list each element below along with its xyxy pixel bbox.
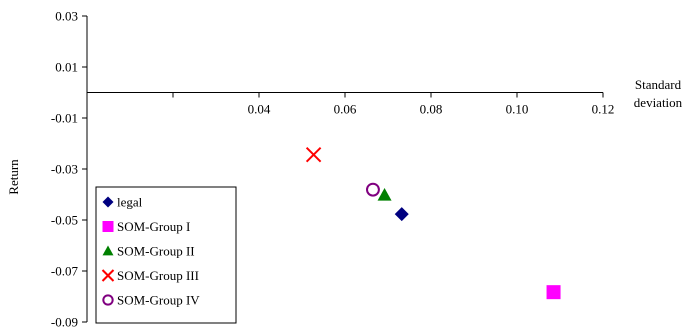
- y-tick-label: -0.03: [51, 162, 78, 177]
- x-axis-title-line2: deviation: [634, 95, 683, 110]
- point-som-group-ii: [377, 188, 392, 201]
- legend-marker-som-group-iii-stroke-b: [101, 269, 115, 282]
- legend: legal SOM-Group I SOM-Group II SOM-Group II…: [95, 186, 237, 324]
- legend-label-som-group-iv: SOM-Group IV: [117, 293, 200, 308]
- legend-label-som-group-iii: SOM-Group III: [117, 268, 199, 283]
- point-legal: [394, 207, 409, 222]
- point-som-group-iii: [305, 147, 322, 163]
- x-axis-title-line1: Standard: [635, 77, 682, 92]
- x-tick-label: 0.10: [506, 102, 529, 117]
- y-tick-label: -0.09: [51, 315, 78, 330]
- x-tick-label: 0.12: [592, 102, 615, 117]
- y-tick-label: -0.05: [51, 213, 78, 228]
- legend-marker-legal: [102, 196, 114, 208]
- legend-label-legal: legal: [117, 195, 143, 210]
- y-tick-label: -0.01: [51, 111, 78, 126]
- legend-marker-som-group-iv: [102, 294, 114, 306]
- legend-label-som-group-ii: SOM-Group II: [117, 244, 195, 259]
- x-tick-label: 0.04: [248, 102, 271, 117]
- x-tick-label: 0.06: [334, 102, 357, 117]
- legend-marker-som-group-iii: [101, 269, 115, 282]
- point-som-group-iv: [366, 182, 380, 197]
- axes: [82, 15, 604, 323]
- data-points: [305, 147, 561, 300]
- legend-marker-som-group-ii: [102, 245, 114, 256]
- point-som-group-iii-stroke-b: [305, 147, 322, 163]
- y-tick-label: -0.07: [51, 264, 79, 279]
- y-tick-label: 0.03: [55, 9, 78, 24]
- tick-labels: 0.03 0.01 -0.01 -0.03 -0.05 -0.07 -0.09 0.04 0.0…: [51, 9, 614, 330]
- y-tick-label: 0.01: [55, 60, 78, 75]
- y-axis-title: Return: [6, 159, 21, 195]
- legend-label-som-group-i: SOM-Group I: [117, 219, 190, 234]
- x-tick-label: 0.08: [420, 102, 443, 117]
- legend-box: [95, 186, 237, 324]
- point-som-group-i: [546, 285, 561, 300]
- legend-marker-som-group-i: [102, 221, 114, 232]
